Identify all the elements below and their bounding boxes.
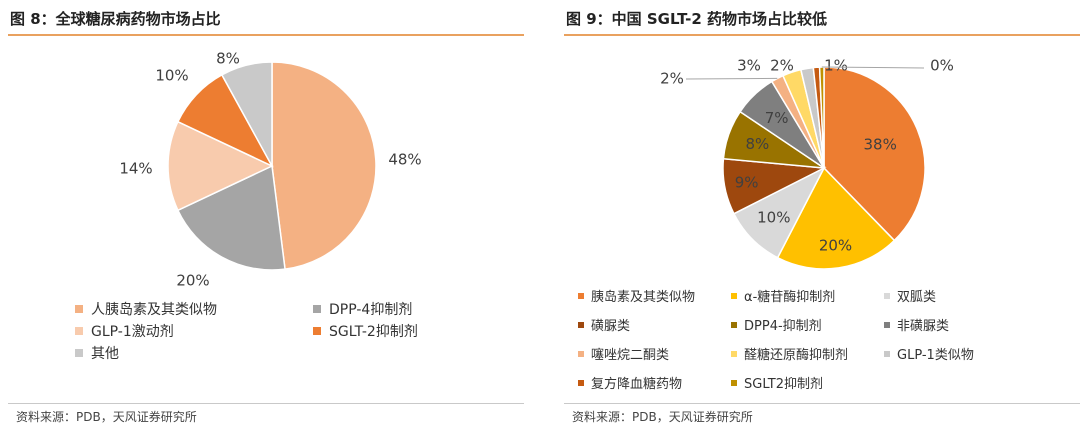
data-label: 2% — [660, 70, 684, 88]
legend-item: DPP-4抑制剂 — [313, 299, 412, 319]
chart-panel-china: 图 9：中国 SGLT-2 药物市场占比较低 38% 20% 10% 9% 8% 7% 2%… — [556, 0, 1080, 429]
data-label: 10% — [155, 67, 188, 85]
data-label: 7% — [765, 109, 789, 127]
chart-title: 图 9：中国 SGLT-2 药物市场占比较低 — [566, 10, 827, 28]
legend-label: 醛糖还原酶抑制剂 — [744, 348, 849, 363]
legend-swatch — [313, 305, 321, 313]
legend-label: SGLT-2抑制剂 — [329, 324, 418, 340]
pie-slice — [823, 66, 926, 242]
legend-swatch — [313, 327, 321, 335]
legend-swatch — [731, 350, 737, 357]
legend-swatch — [884, 292, 890, 299]
pie-slice — [776, 166, 896, 270]
legend-item: 非磺脲类 — [884, 315, 949, 334]
legend-item: α-糖苷酶抑制剂 — [731, 286, 835, 305]
data-label: 48% — [388, 151, 421, 169]
pie-slice — [220, 61, 273, 167]
source-rule — [564, 403, 1080, 404]
source-text: 资料来源：PDB，天风证券研究所 — [16, 410, 197, 424]
legend-label: DPP4-抑制剂 — [744, 319, 822, 334]
leader-line — [685, 77, 778, 80]
legend-item: GLP-1类似物 — [884, 344, 974, 363]
legend-label: 双胍类 — [897, 290, 937, 305]
chart-panel-global: 图 8：全球糖尿病药物市场占比 48% 20% 14% 10% 8% 人胰岛素及其类似物… — [8, 10, 524, 424]
legend-item: 复方降血糖药物 — [578, 373, 682, 392]
data-label: 0% — [930, 57, 954, 75]
legend-item: 胰岛素及其类似物 — [578, 286, 695, 305]
data-label: 38% — [864, 136, 897, 154]
legend-label: 人胰岛素及其类似物 — [91, 302, 217, 318]
legend-swatch — [578, 321, 584, 328]
data-label: 14% — [119, 160, 152, 178]
data-label: 8% — [746, 135, 770, 153]
legend-swatch — [75, 349, 83, 357]
title-rule — [564, 34, 1080, 36]
data-label: 1% — [824, 57, 848, 75]
legend-swatch — [75, 305, 83, 313]
pie-chart-china: 38% 20% 10% 9% 8% 7% 2% 3% 2% 1% 0% — [660, 57, 954, 270]
legend-swatch — [731, 379, 737, 386]
legend-item: 醛糖还原酶抑制剂 — [731, 344, 848, 363]
legend-item: GLP-1激动剂 — [75, 321, 174, 341]
legend-label: 非磺脲类 — [897, 319, 950, 334]
data-label: 20% — [176, 272, 209, 290]
legend-label: 噻唑烷二酮类 — [591, 348, 670, 363]
legend-label: SGLT2抑制剂 — [744, 377, 823, 392]
legend-item: 噻唑烷二酮类 — [578, 344, 669, 363]
data-label: 8% — [216, 50, 240, 68]
legend-swatch — [578, 350, 584, 357]
legend-item: SGLT-2抑制剂 — [313, 321, 418, 341]
legend-label: GLP-1激动剂 — [91, 324, 174, 340]
title-rule — [8, 34, 524, 36]
legend-label: 磺脲类 — [591, 319, 631, 334]
legend-label: α-糖苷酶抑制剂 — [744, 290, 836, 305]
legend-item: SGLT2抑制剂 — [731, 373, 823, 392]
leader-line — [821, 66, 925, 69]
data-label: 3% — [737, 57, 761, 75]
legend-item: DPP4-抑制剂 — [731, 315, 822, 334]
legend-swatch — [578, 379, 584, 386]
legend-label: 复方降血糖药物 — [591, 377, 683, 392]
legend-swatch — [75, 327, 83, 335]
data-label: 20% — [819, 236, 852, 254]
legend-item: 磺脲类 — [578, 315, 630, 334]
legend-swatch — [578, 292, 584, 299]
legend-label: 胰岛素及其类似物 — [591, 290, 696, 305]
legend-label: GLP-1类似物 — [897, 348, 974, 363]
source-text: 资料来源：PDB，天风证券研究所 — [572, 410, 753, 424]
legend-item: 双胍类 — [884, 286, 936, 305]
pie-slice — [167, 120, 274, 212]
legend-swatch — [731, 321, 737, 328]
legend-swatch — [884, 321, 890, 328]
legend-label: 其他 — [91, 346, 119, 362]
pie-slice — [271, 61, 377, 271]
legend-swatch — [731, 292, 737, 299]
data-label: 2% — [770, 57, 794, 75]
pie-slice — [176, 164, 286, 271]
pie-chart-global: 48% 20% 14% 10% 8% — [119, 50, 421, 290]
legend-swatch — [884, 350, 890, 357]
data-label: 10% — [757, 208, 790, 226]
data-label: 9% — [735, 173, 759, 191]
legend-item: 人胰岛素及其类似物 — [75, 299, 217, 319]
source-rule — [8, 403, 524, 404]
chart-title: 图 8：全球糖尿病药物市场占比 — [10, 10, 221, 28]
legend-label: DPP-4抑制剂 — [329, 302, 413, 318]
legend-item: 其他 — [75, 343, 119, 363]
